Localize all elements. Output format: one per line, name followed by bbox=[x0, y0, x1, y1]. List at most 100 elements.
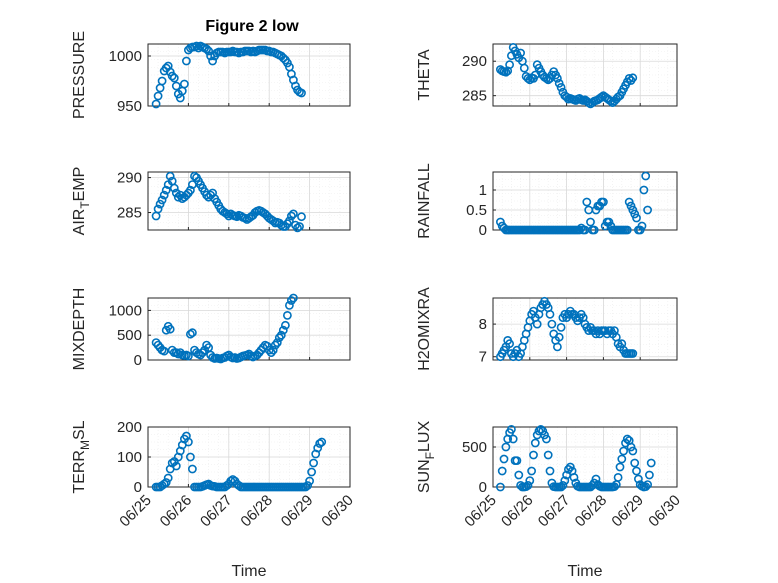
x-tick-label: 06/30 bbox=[645, 492, 684, 531]
data-point bbox=[317, 437, 327, 447]
plot-border bbox=[147, 297, 351, 361]
data-point bbox=[305, 476, 314, 486]
data-point bbox=[284, 300, 294, 310]
data-point bbox=[624, 74, 634, 83]
data-point bbox=[278, 325, 288, 335]
data-point bbox=[268, 345, 278, 355]
data-point bbox=[159, 190, 169, 200]
x-tick-label: 06/25 bbox=[461, 492, 500, 531]
data-point bbox=[634, 474, 643, 484]
data-point bbox=[185, 185, 195, 195]
data-point bbox=[165, 171, 175, 181]
subplot-terr-msl: 0 100 200 TERRMSL 06/25 06/26 06/27 06/28 06/29 0… bbox=[71, 419, 357, 580]
x-tick-label: 06/26 bbox=[498, 492, 537, 531]
data-point bbox=[639, 185, 649, 195]
data-point bbox=[157, 195, 167, 205]
data-point bbox=[286, 211, 296, 221]
data-point bbox=[204, 46, 213, 56]
y-axis-label: THETA bbox=[416, 49, 433, 101]
data-point bbox=[499, 454, 509, 464]
data-point bbox=[497, 466, 507, 476]
data-point bbox=[183, 437, 193, 447]
subplot-mixdepth: 0 500 1000 MIXDEPTH bbox=[71, 288, 351, 370]
data-point bbox=[272, 338, 282, 347]
y-axis-label: AIRTEMP bbox=[71, 167, 92, 236]
data-point bbox=[295, 222, 304, 231]
data-point bbox=[234, 481, 244, 490]
x-axis-label: Time bbox=[568, 563, 603, 580]
data-point bbox=[501, 67, 511, 77]
data-point bbox=[284, 216, 294, 226]
x-tick-label: 06/28 bbox=[237, 492, 276, 531]
x-tick-label: 06/29 bbox=[278, 492, 317, 531]
data-point bbox=[514, 470, 524, 480]
y-tick-label: 1 bbox=[479, 182, 487, 199]
data-point bbox=[628, 349, 638, 358]
y-tick-label: 1000 bbox=[109, 48, 142, 65]
data-point bbox=[187, 328, 197, 338]
subplot-theta: 285 290 THETA bbox=[416, 43, 678, 109]
data-point bbox=[161, 478, 171, 487]
x-tick-label: 06/27 bbox=[535, 492, 574, 531]
y-tick-label: 7 bbox=[479, 349, 487, 366]
x-tick-label: 06/28 bbox=[572, 492, 611, 531]
data-point bbox=[155, 199, 165, 209]
subplot-h2omixra: 7 8 H2OMIXRA bbox=[416, 287, 678, 371]
data-point bbox=[606, 96, 616, 106]
data-point bbox=[643, 205, 652, 215]
data-point bbox=[208, 188, 217, 198]
data-point bbox=[224, 211, 234, 221]
y-tick-label: 200 bbox=[117, 419, 142, 436]
data-point bbox=[562, 470, 571, 480]
subplot-air-temp: 285 290 AIRTEMP bbox=[71, 167, 351, 236]
data-point bbox=[280, 320, 290, 330]
data-point bbox=[542, 434, 551, 444]
data-point bbox=[288, 209, 298, 219]
data-point bbox=[151, 99, 161, 109]
subplot-rainfall: 0 0.5 1 RAINFALL bbox=[416, 163, 678, 239]
data-point bbox=[165, 324, 175, 334]
data-point bbox=[553, 342, 562, 352]
data-point bbox=[554, 332, 564, 342]
data-point bbox=[556, 322, 566, 332]
y-axis-label: TERRMSL bbox=[71, 420, 92, 493]
data-point bbox=[617, 454, 627, 464]
data-point bbox=[622, 225, 632, 235]
data-point bbox=[153, 204, 163, 214]
data-point bbox=[637, 221, 647, 231]
data-point bbox=[187, 464, 197, 474]
data-point bbox=[202, 44, 211, 54]
data-point bbox=[646, 458, 656, 468]
data-point bbox=[641, 482, 651, 491]
data-point bbox=[506, 424, 516, 434]
data-point bbox=[582, 197, 592, 207]
data-point bbox=[501, 442, 511, 452]
data-point bbox=[532, 319, 542, 329]
x-tick-label: 06/25 bbox=[116, 492, 155, 531]
subplot-pressure: 950 1000 PRESSURE bbox=[71, 31, 351, 119]
data-point bbox=[297, 212, 306, 222]
data-point bbox=[641, 171, 651, 181]
data-point bbox=[569, 472, 579, 482]
data-point bbox=[575, 225, 584, 235]
plot-border bbox=[492, 297, 678, 361]
data-point bbox=[167, 71, 177, 81]
data-point bbox=[545, 466, 555, 476]
y-tick-label: 100 bbox=[117, 449, 142, 466]
data-point bbox=[157, 76, 167, 86]
data-point bbox=[276, 330, 286, 340]
data-point bbox=[553, 74, 562, 83]
data-point bbox=[630, 458, 640, 468]
data-point bbox=[185, 329, 195, 339]
data-point bbox=[288, 293, 298, 303]
y-tick-label: 950 bbox=[117, 98, 142, 115]
data-point bbox=[198, 348, 207, 357]
data-point bbox=[591, 474, 601, 484]
data-point bbox=[523, 74, 533, 83]
data-point bbox=[519, 63, 529, 73]
y-tick-label: 0 bbox=[134, 352, 142, 369]
data-point bbox=[163, 473, 173, 483]
x-tick-label: 06/29 bbox=[608, 492, 647, 531]
